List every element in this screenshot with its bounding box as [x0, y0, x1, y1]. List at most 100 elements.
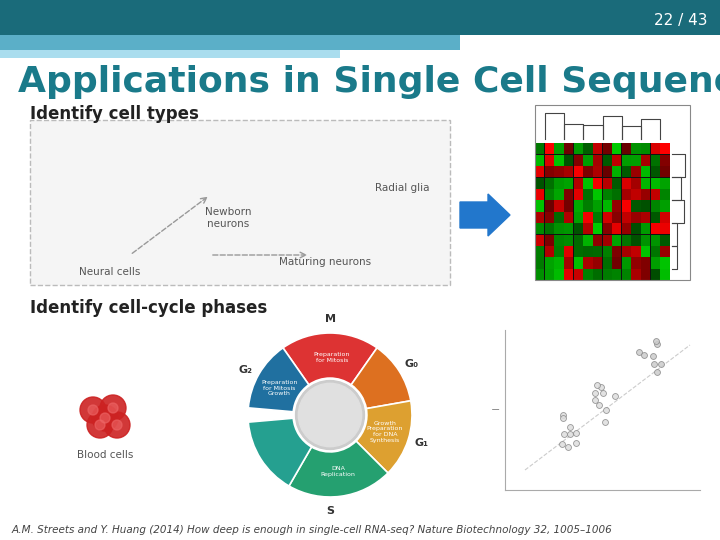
- Bar: [0, 0, 720, 35]
- Bar: [612, 258, 621, 268]
- Bar: [535, 212, 544, 223]
- Bar: [612, 178, 621, 188]
- Text: Applications in Single Cell Sequencing: Applications in Single Cell Sequencing: [18, 65, 720, 99]
- Bar: [535, 235, 544, 246]
- Bar: [574, 200, 583, 212]
- Bar: [651, 143, 660, 154]
- Bar: [612, 235, 621, 246]
- Bar: [535, 223, 544, 234]
- Text: Maturing neurons: Maturing neurons: [279, 257, 371, 267]
- Bar: [554, 269, 564, 280]
- Point: [600, 406, 611, 414]
- Bar: [631, 189, 641, 200]
- Bar: [593, 246, 602, 257]
- Bar: [631, 155, 641, 166]
- Bar: [631, 258, 641, 268]
- Bar: [593, 143, 602, 154]
- Bar: [554, 258, 564, 268]
- Circle shape: [95, 420, 105, 430]
- Bar: [612, 166, 621, 177]
- Bar: [574, 155, 583, 166]
- Bar: [651, 235, 660, 246]
- Wedge shape: [248, 418, 312, 486]
- Text: G₁: G₁: [415, 438, 429, 448]
- Point: [557, 413, 569, 422]
- Point: [655, 360, 667, 368]
- Bar: [660, 166, 670, 177]
- Bar: [583, 212, 593, 223]
- Bar: [622, 155, 631, 166]
- Bar: [583, 189, 593, 200]
- Wedge shape: [248, 348, 309, 412]
- Bar: [583, 178, 593, 188]
- Bar: [622, 235, 631, 246]
- Point: [570, 428, 582, 437]
- Bar: [564, 235, 573, 246]
- Bar: [641, 269, 650, 280]
- Bar: [544, 246, 554, 257]
- Bar: [651, 155, 660, 166]
- Point: [591, 381, 603, 390]
- Bar: [660, 258, 670, 268]
- Bar: [660, 223, 670, 234]
- Bar: [651, 269, 660, 280]
- Bar: [631, 143, 641, 154]
- Bar: [593, 212, 602, 223]
- Bar: [535, 269, 544, 280]
- Bar: [660, 200, 670, 212]
- Bar: [603, 223, 612, 234]
- Bar: [583, 200, 593, 212]
- Bar: [0, 35, 460, 50]
- Point: [651, 340, 662, 348]
- Point: [556, 440, 567, 448]
- Bar: [554, 178, 564, 188]
- Bar: [574, 235, 583, 246]
- Bar: [641, 246, 650, 257]
- Bar: [574, 166, 583, 177]
- Bar: [641, 258, 650, 268]
- Point: [558, 430, 570, 438]
- Bar: [660, 189, 670, 200]
- Bar: [535, 166, 544, 177]
- Bar: [593, 166, 602, 177]
- Point: [610, 392, 621, 401]
- Bar: [554, 246, 564, 257]
- Bar: [535, 189, 544, 200]
- Bar: [544, 166, 554, 177]
- Bar: [554, 155, 564, 166]
- Bar: [593, 189, 602, 200]
- Text: Newborn
neurons: Newborn neurons: [204, 207, 251, 229]
- Bar: [544, 235, 554, 246]
- Bar: [641, 166, 650, 177]
- Bar: [544, 155, 554, 166]
- Bar: [564, 166, 573, 177]
- Bar: [631, 246, 641, 257]
- Bar: [564, 223, 573, 234]
- Bar: [544, 178, 554, 188]
- Wedge shape: [289, 441, 388, 497]
- Text: Radial glia: Radial glia: [375, 183, 430, 193]
- Bar: [651, 258, 660, 268]
- Circle shape: [80, 397, 106, 423]
- FancyBboxPatch shape: [30, 120, 450, 285]
- Bar: [603, 155, 612, 166]
- Bar: [554, 200, 564, 212]
- Circle shape: [112, 420, 122, 430]
- Circle shape: [87, 412, 113, 438]
- Text: G₀: G₀: [405, 359, 418, 369]
- Circle shape: [100, 395, 126, 421]
- Text: Preparation
for Mitosis: Preparation for Mitosis: [314, 352, 350, 363]
- Bar: [554, 143, 564, 154]
- Bar: [544, 143, 554, 154]
- Bar: [612, 143, 621, 154]
- Bar: [583, 246, 593, 257]
- Bar: [603, 269, 612, 280]
- Text: −: −: [490, 405, 500, 415]
- Bar: [651, 166, 660, 177]
- Bar: [622, 166, 631, 177]
- Bar: [554, 223, 564, 234]
- Bar: [612, 212, 621, 223]
- Bar: [603, 143, 612, 154]
- Bar: [574, 212, 583, 223]
- Bar: [660, 178, 670, 188]
